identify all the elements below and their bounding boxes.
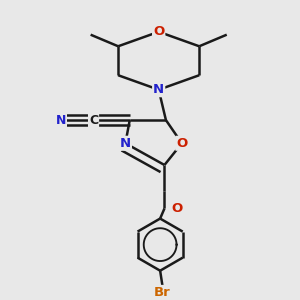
Text: N: N	[56, 114, 66, 127]
Text: O: O	[171, 202, 182, 215]
Text: N: N	[120, 137, 131, 150]
Text: O: O	[153, 25, 164, 38]
Text: C: C	[89, 114, 98, 127]
Text: Br: Br	[154, 286, 171, 299]
Text: O: O	[176, 137, 188, 150]
Text: N: N	[153, 83, 164, 96]
